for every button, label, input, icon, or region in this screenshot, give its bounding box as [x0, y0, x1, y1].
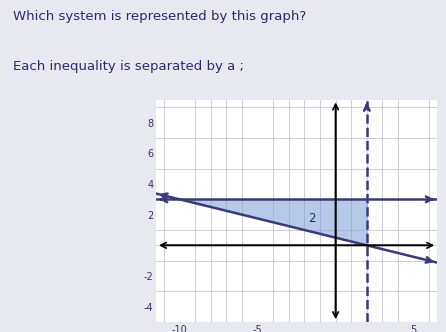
Text: Each inequality is separated by a ;: Each inequality is separated by a ;	[13, 60, 244, 73]
Text: 2: 2	[309, 212, 316, 225]
Text: Which system is represented by this graph?: Which system is represented by this grap…	[13, 10, 306, 23]
Polygon shape	[179, 199, 367, 245]
